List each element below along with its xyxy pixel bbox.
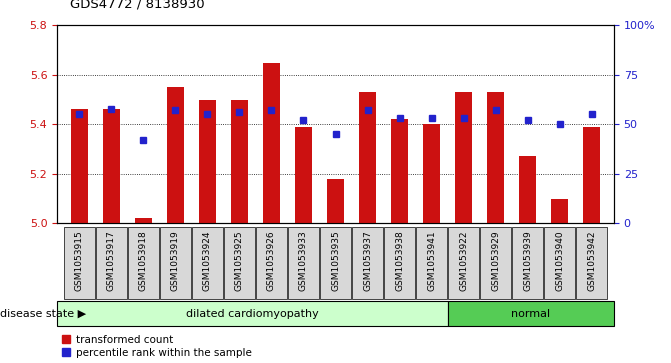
FancyBboxPatch shape — [320, 227, 351, 299]
Text: GSM1053941: GSM1053941 — [427, 231, 436, 291]
FancyBboxPatch shape — [128, 227, 159, 299]
Bar — [582, 127, 601, 223]
FancyBboxPatch shape — [224, 227, 255, 299]
Text: GSM1053939: GSM1053939 — [523, 231, 532, 291]
Bar — [486, 92, 505, 223]
FancyBboxPatch shape — [352, 227, 383, 299]
Text: GSM1053917: GSM1053917 — [107, 231, 116, 291]
Bar — [166, 87, 185, 223]
Text: GSM1053929: GSM1053929 — [491, 231, 500, 291]
Bar — [327, 179, 344, 223]
FancyBboxPatch shape — [544, 227, 575, 299]
Bar — [231, 99, 248, 223]
Text: GSM1053915: GSM1053915 — [75, 231, 84, 291]
Text: GSM1053925: GSM1053925 — [235, 231, 244, 291]
Text: GSM1053922: GSM1053922 — [459, 231, 468, 291]
FancyBboxPatch shape — [416, 227, 447, 299]
FancyBboxPatch shape — [480, 227, 511, 299]
Bar — [455, 92, 472, 223]
Bar — [295, 127, 312, 223]
FancyBboxPatch shape — [512, 227, 543, 299]
FancyBboxPatch shape — [384, 227, 415, 299]
FancyBboxPatch shape — [256, 227, 287, 299]
Bar — [391, 119, 409, 223]
Bar — [262, 62, 280, 223]
FancyBboxPatch shape — [448, 227, 479, 299]
Text: GSM1053918: GSM1053918 — [139, 231, 148, 291]
Text: GSM1053938: GSM1053938 — [395, 231, 404, 291]
Text: normal: normal — [511, 309, 550, 319]
Text: GSM1053940: GSM1053940 — [555, 231, 564, 291]
Text: disease state ▶: disease state ▶ — [0, 309, 86, 319]
Bar — [359, 92, 376, 223]
FancyBboxPatch shape — [448, 301, 614, 326]
Text: GSM1053933: GSM1053933 — [299, 231, 308, 291]
Bar — [70, 110, 89, 223]
Text: GSM1053926: GSM1053926 — [267, 231, 276, 291]
FancyBboxPatch shape — [192, 227, 223, 299]
Bar — [519, 156, 536, 223]
Text: GSM1053919: GSM1053919 — [171, 231, 180, 291]
FancyBboxPatch shape — [96, 227, 127, 299]
Text: GSM1053937: GSM1053937 — [363, 231, 372, 291]
Bar — [103, 110, 120, 223]
Text: GSM1053942: GSM1053942 — [587, 231, 596, 291]
FancyBboxPatch shape — [64, 227, 95, 299]
FancyBboxPatch shape — [57, 301, 448, 326]
Bar — [551, 199, 568, 223]
Bar — [199, 99, 216, 223]
Legend: transformed count, percentile rank within the sample: transformed count, percentile rank withi… — [62, 335, 252, 358]
Text: GSM1053935: GSM1053935 — [331, 231, 340, 291]
Bar — [135, 218, 152, 223]
FancyBboxPatch shape — [288, 227, 319, 299]
Text: dilated cardiomyopathy: dilated cardiomyopathy — [186, 309, 319, 319]
Text: GSM1053924: GSM1053924 — [203, 231, 212, 291]
Text: GDS4772 / 8138930: GDS4772 / 8138930 — [70, 0, 205, 11]
FancyBboxPatch shape — [160, 227, 191, 299]
FancyBboxPatch shape — [576, 227, 607, 299]
Bar — [423, 124, 440, 223]
